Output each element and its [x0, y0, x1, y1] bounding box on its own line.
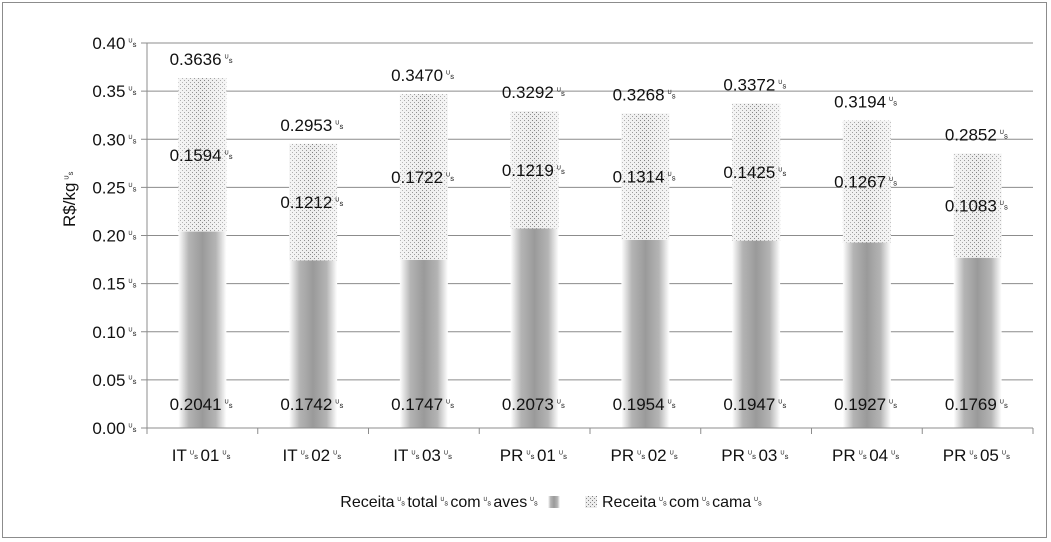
y-tick-label: 0.35␟	[92, 82, 139, 101]
data-label-total: 0.3372␟	[723, 75, 789, 94]
x-category-label: PR␟02␟	[611, 446, 681, 465]
x-category-label: IT␟01␟	[172, 446, 233, 465]
bar-receita-total-aves	[399, 259, 448, 428]
data-label-cama: 0.1314␟	[613, 168, 679, 187]
y-tick-label: 0.40␟	[92, 34, 139, 53]
bar-cama-shade	[399, 94, 448, 260]
data-label-total-aves: 0.1954␟	[613, 395, 679, 414]
data-label-total: 0.3292␟	[502, 83, 568, 102]
x-category-label: IT␟03␟	[393, 446, 454, 465]
y-tick-label: 0.10␟	[92, 323, 139, 342]
y-tick-label: 0.30␟	[92, 130, 139, 149]
bars	[178, 78, 1002, 428]
bar-cama-shade	[953, 153, 1002, 258]
bar-receita-total-aves	[953, 257, 1002, 428]
data-label-total: 0.2953␟	[280, 116, 346, 135]
axes: 0.00␟ 0.05␟ 0.10␟ 0.15␟ 0.20␟ 0.25␟ 0.30␟ 0.35␟…	[92, 34, 1034, 465]
legend: Receita␟total␟com␟aves␟ Receita␟com␟cama…	[340, 494, 764, 511]
y-tick-label: 0.20␟	[92, 227, 139, 246]
bar-cama-shade	[732, 103, 781, 241]
data-label-total-aves: 0.2073␟	[502, 395, 568, 414]
legend-swatch-cama	[585, 496, 597, 508]
data-label-cama: 0.1219␟	[502, 161, 568, 180]
legend-label-total-aves: Receita␟total␟com␟aves␟	[340, 494, 540, 511]
bar-receita-total-aves	[842, 242, 891, 428]
y-tick-label: 0.05␟	[92, 371, 139, 390]
x-category-label: PR␟05␟	[943, 446, 1013, 465]
x-category-label: IT␟02␟	[283, 446, 344, 465]
bar-receita-total-aves	[289, 260, 338, 428]
bar-cama-shade	[842, 120, 891, 243]
data-label-total: 0.3636␟	[170, 50, 236, 69]
y-axis-title: R$/kg␟	[60, 169, 79, 227]
bar-cama-shade	[178, 78, 227, 232]
data-label-cama: 0.1722␟	[391, 168, 457, 187]
data-label-total-aves: 0.1927␟	[834, 395, 900, 414]
bar-cama-shade	[289, 143, 338, 261]
data-labels: 0.2041␟ 0.1594␟ 0.3636␟ 0.1742␟ 0.1212␟ 0.295…	[170, 50, 1011, 414]
data-label-cama: 0.1267␟	[834, 173, 900, 192]
y-tick-label: 0.00␟	[92, 419, 139, 438]
data-label-total: 0.3470␟	[391, 66, 457, 85]
x-category-label: PR␟03␟	[721, 446, 791, 465]
bar-receita-total-aves	[732, 240, 781, 428]
data-label-total: 0.3194␟	[834, 93, 900, 112]
x-category-label: PR␟01␟	[500, 446, 570, 465]
data-label-cama: 0.1083␟	[945, 197, 1011, 216]
data-label-total-aves: 0.1747␟	[391, 395, 457, 414]
y-tick-label: 0.15␟	[92, 275, 139, 294]
bar-receita-total-aves	[510, 228, 559, 428]
data-label-cama: 0.1212␟	[280, 193, 346, 212]
data-label-total: 0.2852␟	[945, 125, 1011, 144]
data-label-total: 0.3268␟	[613, 85, 679, 104]
legend-swatch-total-aves	[548, 496, 560, 508]
bar-cama-shade	[510, 111, 559, 229]
legend-label-cama: Receita␟com␟cama␟	[602, 494, 764, 511]
bar-cama-shade	[621, 113, 670, 240]
data-label-total-aves: 0.2041␟	[170, 395, 236, 414]
data-label-cama: 0.1594␟	[170, 146, 236, 165]
data-label-total-aves: 0.1769␟	[945, 395, 1011, 414]
data-label-cama: 0.1425␟	[723, 163, 789, 182]
bar-receita-total-aves	[621, 239, 670, 428]
x-category-label: PR␟04␟	[832, 446, 902, 465]
y-tick-label: 0.25␟	[92, 178, 139, 197]
bar-receita-total-aves	[178, 231, 227, 428]
data-label-total-aves: 0.1947␟	[723, 395, 789, 414]
data-label-total-aves: 0.1742␟	[280, 395, 346, 414]
